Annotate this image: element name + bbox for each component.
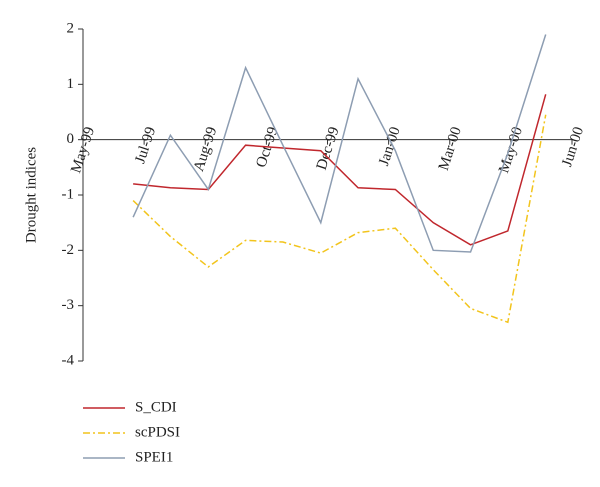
y-tick-label: -1 (62, 186, 75, 202)
series-line (132, 34, 547, 253)
y-tick-label: -3 (62, 297, 75, 313)
y-tick-label: 2 (67, 20, 75, 36)
series-line (132, 114, 547, 324)
y-tick-label: -2 (62, 242, 75, 258)
x-tick-label: May-00 (496, 125, 526, 175)
x-tick-label: Mar-00 (436, 125, 465, 172)
series-line (133, 94, 547, 246)
y-tick-label: 1 (67, 76, 75, 92)
y-tick-label: 0 (67, 131, 75, 147)
x-tick-label: Jul-99 (132, 125, 159, 166)
x-tick-label: Dec-99 (314, 125, 343, 172)
legend-label: SPEI1 (135, 449, 173, 465)
y-axis-label: Drought indices (23, 147, 39, 243)
legend-label: S_CDI (135, 399, 177, 415)
y-tick-label: -4 (62, 352, 75, 368)
legend-label: scPDSI (135, 424, 180, 440)
x-tick-label: Jun-00 (559, 125, 587, 169)
